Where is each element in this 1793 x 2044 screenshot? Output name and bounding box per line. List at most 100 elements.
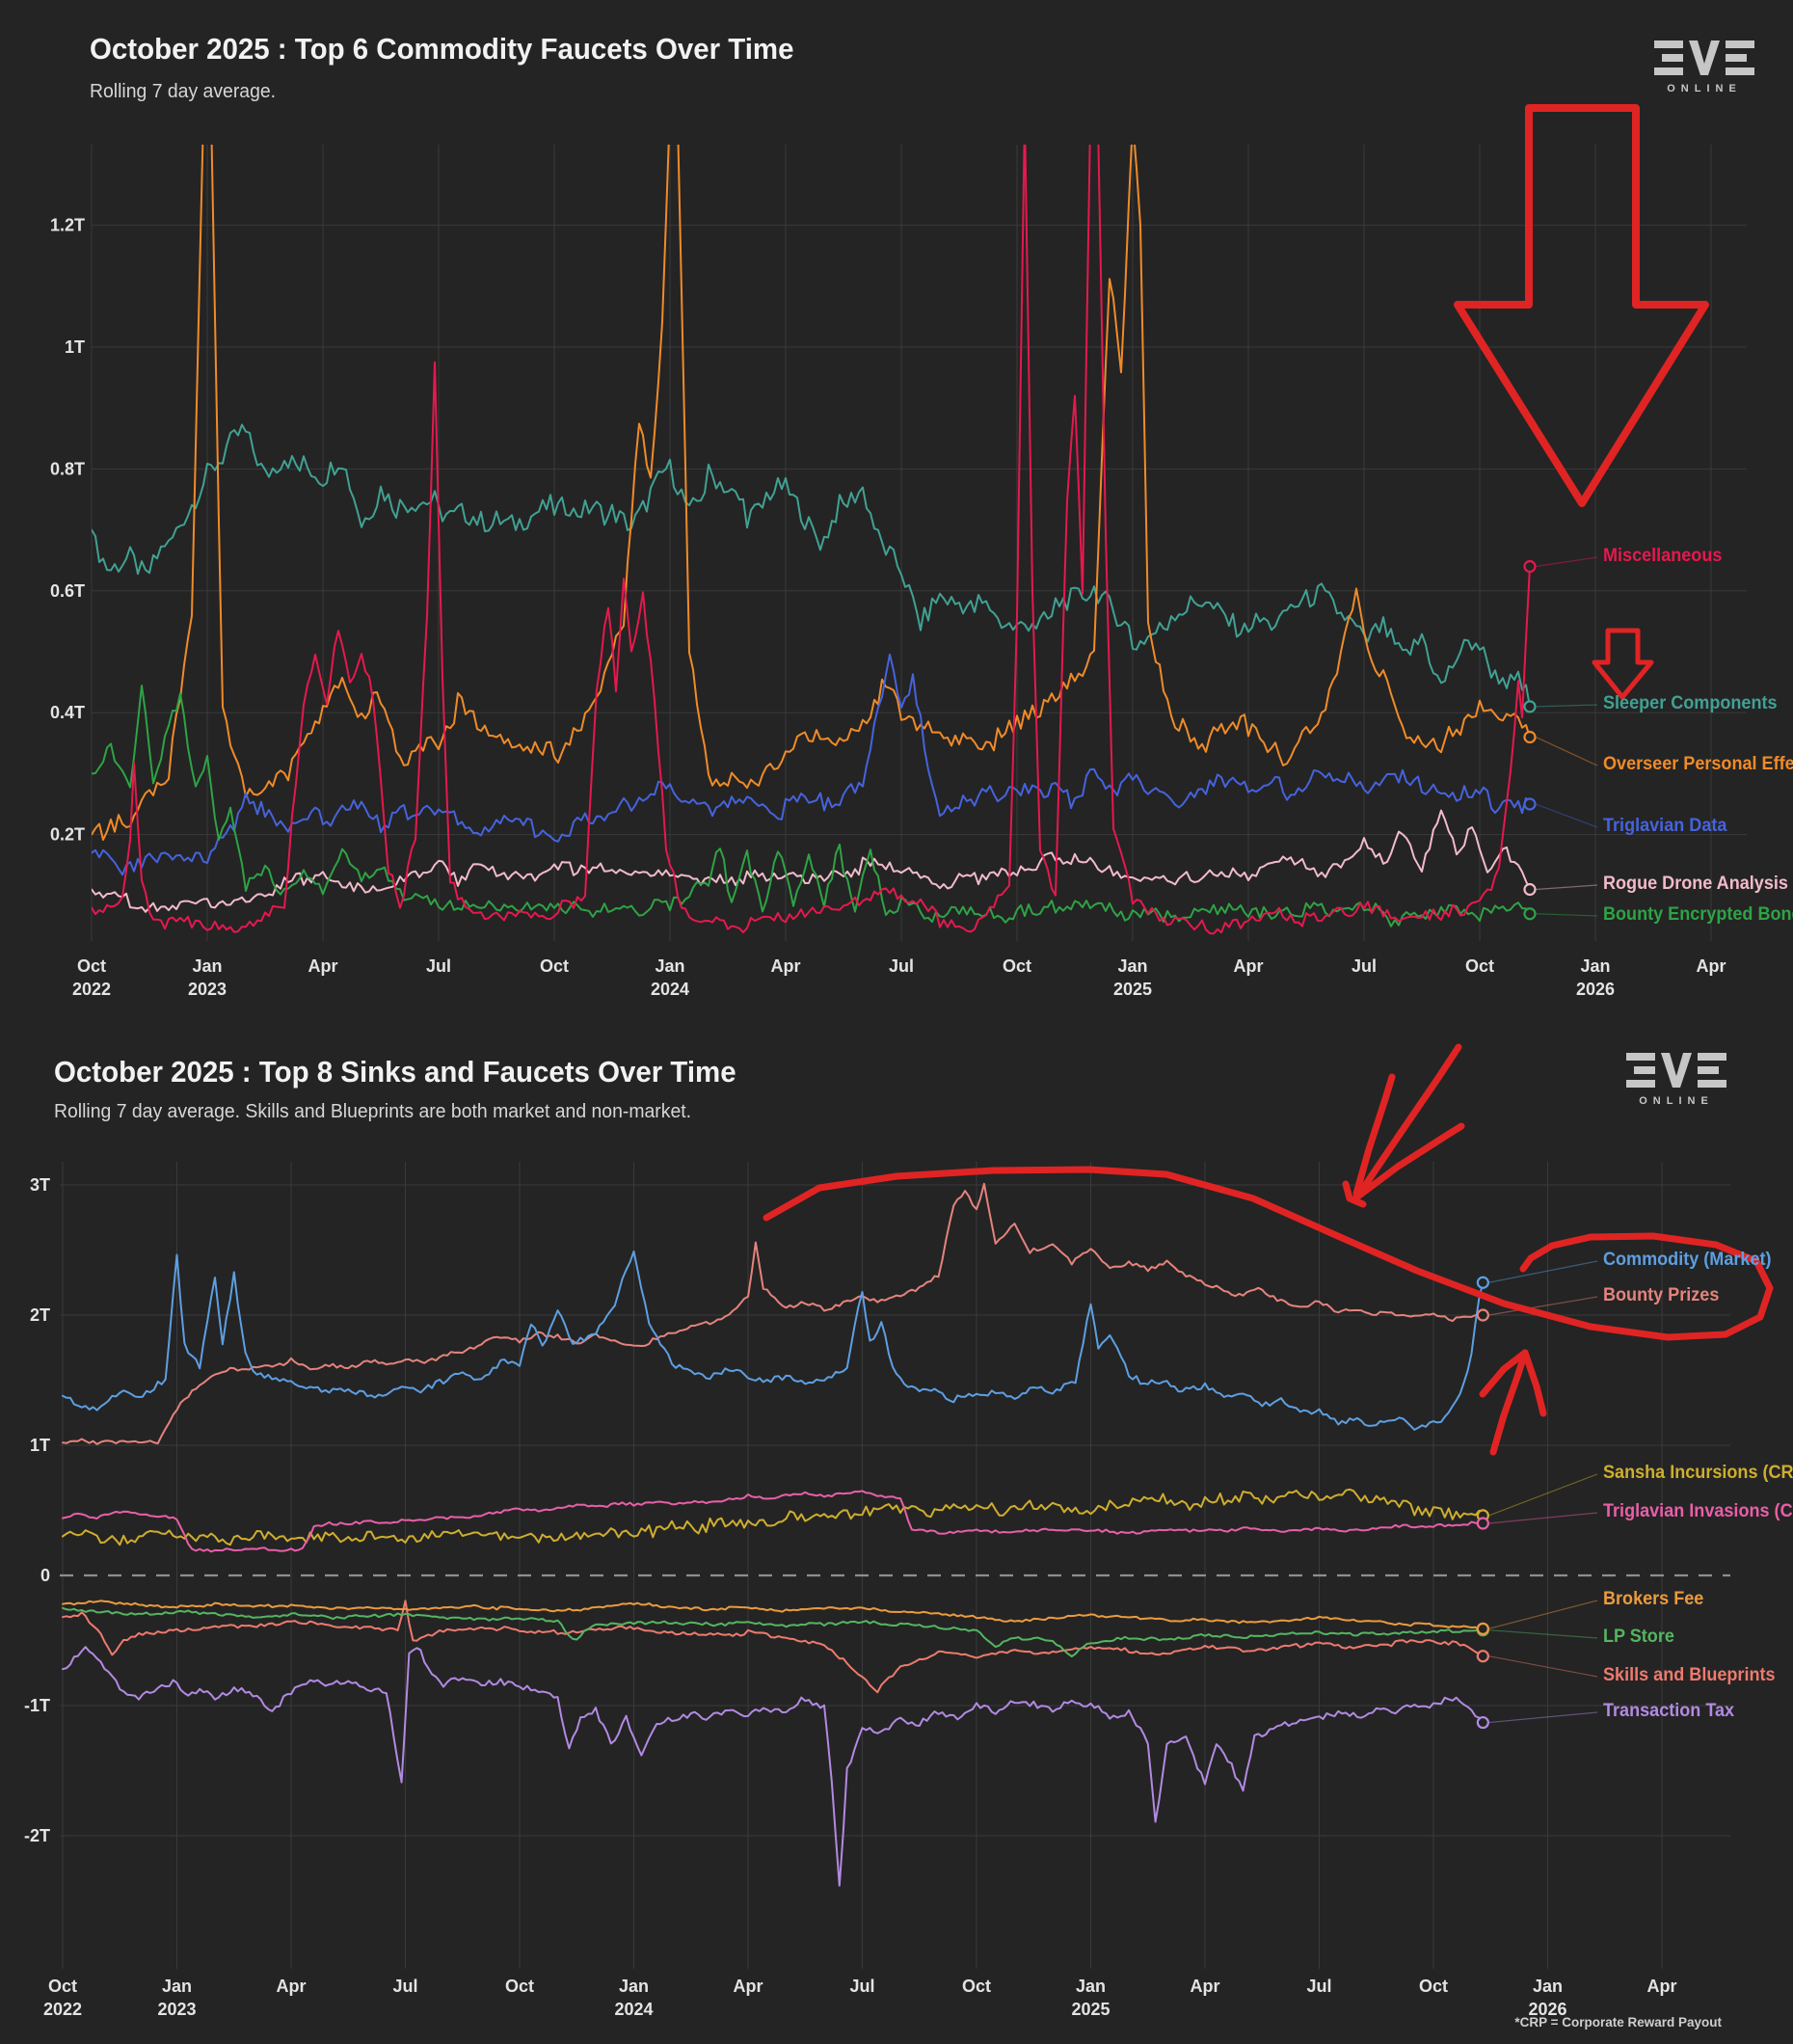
legend-skills-and-blueprints: Skills and Blueprints	[1603, 1665, 1776, 1685]
red-annotations-bottom	[763, 1043, 1774, 1456]
x-tick-month: Jul	[426, 956, 451, 976]
annotation-converging-arrow-tip	[1342, 1180, 1367, 1208]
annotation-up-arrow-shaft	[1489, 1349, 1529, 1456]
annotation-converging-arrow-stroke-3	[1351, 1122, 1465, 1202]
annotation-converging-arrow-stroke-2	[1352, 1073, 1396, 1197]
annotation-converging-arrow-stroke-1	[1354, 1043, 1462, 1199]
x-tick-month: Jan	[619, 1977, 649, 1996]
legend-brokers-fee: Brokers Fee	[1603, 1589, 1704, 1609]
series-line-rogue-drone-analysis-data	[92, 809, 1531, 913]
series-end-marker	[1523, 907, 1537, 921]
x-tick-year: 2024	[651, 980, 689, 999]
series-line-sansha-incursions-crp-	[62, 1488, 1485, 1546]
x-tick-month: Jul	[1306, 1977, 1331, 1996]
series-end-marker	[1523, 559, 1537, 574]
x-tick-year: 2026	[1576, 980, 1615, 999]
x-tick-year: 2023	[188, 980, 227, 999]
legend-rogue-drone-analysis-data: Rogue Drone Analysis Data	[1603, 874, 1793, 894]
y-tick-label: 0.2T	[50, 825, 85, 845]
x-tick-month: Jan	[1117, 956, 1147, 976]
y-tick-label: -2T	[24, 1826, 50, 1845]
legend-sleeper-components: Sleeper Components	[1603, 693, 1778, 713]
x-tick-month: Apr	[1191, 1977, 1220, 1996]
y-tick-label: 0.8T	[50, 459, 85, 478]
eve-online-logo: ONLINE	[1626, 1053, 1726, 1107]
x-tick-year: 2025	[1071, 2000, 1110, 2019]
series-line-skills-and-blueprints	[62, 1600, 1485, 1694]
end-markers-top	[1523, 556, 1598, 921]
eve-logo-online-text: ONLINE	[1667, 83, 1742, 94]
annotation-sweep-loop	[763, 1166, 1774, 1341]
legend-miscellaneous: Miscellaneous	[1603, 546, 1723, 566]
x-tick-month: Oct	[540, 956, 569, 976]
x-tick-month: Jul	[1351, 956, 1377, 976]
x-tick-year: 2025	[1113, 980, 1152, 999]
bottom-chart-title: October 2025 : Top 8 Sinks and Faucets O…	[54, 1055, 736, 1089]
series-end-marker	[1523, 882, 1537, 897]
x-tick-year: 2024	[614, 2000, 653, 2019]
annotation-small-down-arrow	[1592, 628, 1654, 700]
annotation-big-down-arrow	[1454, 104, 1709, 507]
legend-commodity-market: Commodity (Market)	[1603, 1250, 1772, 1270]
annotation-up-arrow-head-left	[1479, 1349, 1529, 1398]
axis-labels-bottom: 3T 2T 1T 0 -1T -2T Oct 2022 Jan 2023 Apr Jul Oct Jan 2…	[24, 1175, 1677, 2019]
series-line-triglavian-invasions-crp-	[62, 1490, 1485, 1553]
x-tick-month: Oct	[1003, 956, 1031, 976]
legend-transaction-tax: Transaction Tax	[1603, 1701, 1735, 1721]
x-tick-month: Apr	[1234, 956, 1264, 976]
x-tick-month: Apr	[277, 1977, 307, 1996]
x-tick-month: Oct	[48, 1977, 77, 1996]
series-top	[92, 145, 1531, 935]
legend-sansha-incursions: Sansha Incursions (CRP*)	[1603, 1463, 1793, 1483]
x-tick-month: Jan	[1076, 1977, 1106, 1996]
series-end-marker	[1476, 1715, 1489, 1730]
y-tick-label: 1.2T	[50, 216, 85, 235]
eve-logo-online-text: ONLINE	[1639, 1095, 1714, 1107]
x-tick-month: Jan	[162, 1977, 192, 1996]
series-end-marker	[1476, 1308, 1489, 1322]
y-tick-label: 0	[40, 1566, 50, 1585]
series-line-bounty-prizes	[62, 1182, 1485, 1445]
x-tick-month: Apr	[734, 1977, 763, 1996]
series-line-brokers-fee	[62, 1600, 1485, 1631]
series-line-transaction-tax	[62, 1646, 1485, 1887]
x-tick-month: Jul	[392, 1977, 417, 1996]
x-tick-month: Oct	[1465, 956, 1494, 976]
legend-triglavian-invasions: Triglavian Invasions (CRP*)	[1603, 1501, 1793, 1521]
x-tick-month: Oct	[962, 1977, 991, 1996]
legend-overseer-personal-effects: Overseer Personal Effects	[1603, 754, 1793, 774]
y-tick-label: 3T	[30, 1175, 50, 1195]
legend-lp-store: LP Store	[1603, 1627, 1674, 1647]
series-bottom	[62, 1182, 1485, 1887]
top-chart-title: October 2025 : Top 6 Commodity Faucets O…	[90, 32, 794, 66]
x-tick-year: 2022	[72, 980, 111, 999]
y-tick-label: 2T	[30, 1305, 50, 1325]
x-tick-month: Jul	[849, 1977, 874, 1996]
bottom-chart-subtitle: Rolling 7 day average. Skills and Bluepr…	[54, 1101, 692, 1122]
series-end-marker	[1476, 1276, 1489, 1289]
series-line-sleeper-components	[92, 423, 1531, 708]
legend-bounty-encrypted-bonds: Bounty Encrypted Bonds	[1603, 904, 1793, 925]
x-tick-month: Jan	[1533, 1977, 1563, 1996]
x-tick-month: Apr	[1697, 956, 1726, 976]
series-line-triglavian-data	[92, 653, 1531, 876]
x-tick-year: 2022	[43, 2000, 82, 2019]
legend-bounty-prizes: Bounty Prizes	[1603, 1285, 1720, 1305]
y-tick-label: 1T	[65, 337, 85, 357]
red-annotations-top	[1454, 104, 1709, 700]
grid-top	[91, 145, 1747, 941]
y-tick-label: -1T	[24, 1696, 50, 1715]
series-end-marker	[1523, 700, 1537, 713]
x-tick-month: Jan	[192, 956, 222, 976]
x-tick-month: Oct	[77, 956, 106, 976]
legend-triglavian-data: Triglavian Data	[1603, 816, 1727, 836]
x-tick-year: 2026	[1528, 2000, 1566, 2019]
y-tick-label: 0.6T	[50, 581, 85, 601]
axis-labels-top: 0.2T 0.4T 0.6T 0.8T 1T 1.2T Oct 2022 Jan 2023 Apr J…	[50, 216, 1726, 999]
x-tick-month: Oct	[505, 1977, 534, 1996]
x-tick-month: Apr	[308, 956, 338, 976]
y-tick-label: 1T	[30, 1436, 50, 1455]
eve-online-logo: ONLINE	[1654, 40, 1754, 94]
